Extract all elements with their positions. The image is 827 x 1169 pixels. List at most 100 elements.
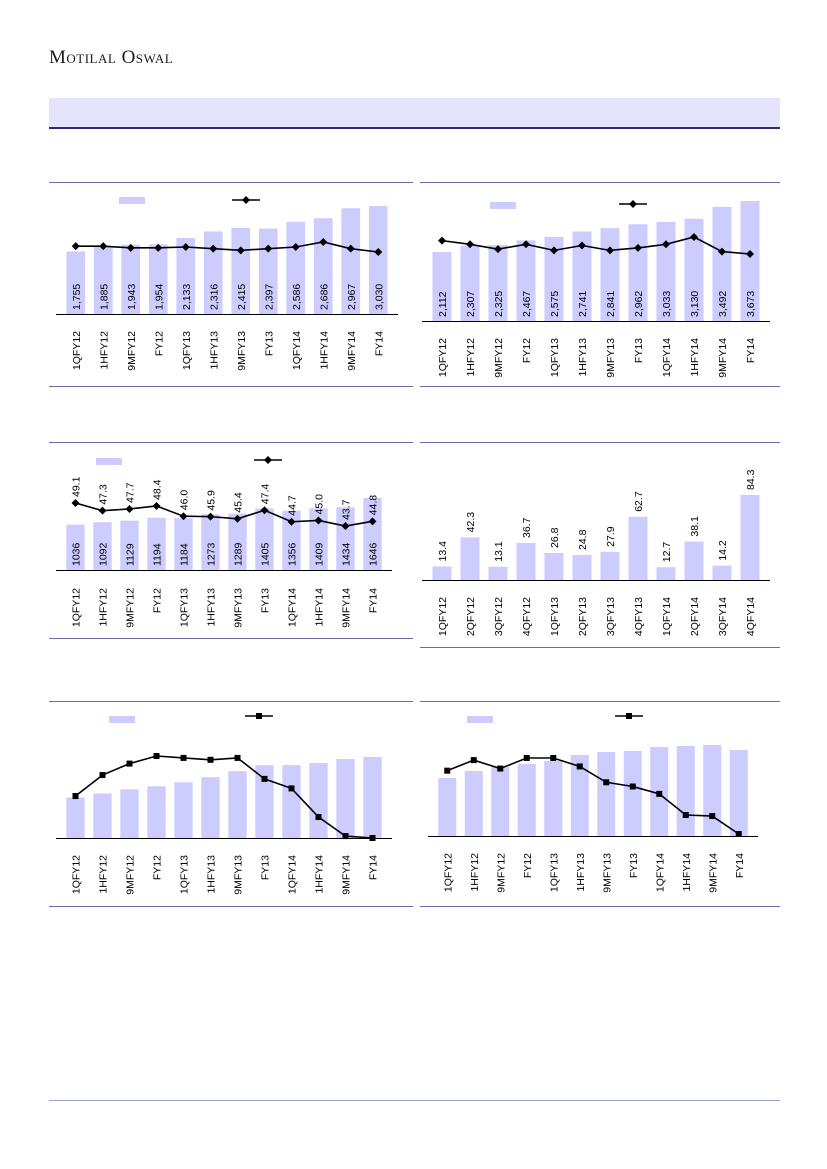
chart-1: 1,755 1QFY12 1,885 1HFY12 1,943 9MFY12 1,954 FY… (49, 182, 413, 387)
line-point (746, 250, 754, 258)
category-label: 9MFY13 (601, 853, 613, 893)
line-point (709, 813, 716, 820)
bar-data-label: 1289 (233, 542, 245, 566)
line-point (154, 243, 163, 252)
bar (228, 771, 247, 838)
line-point (261, 775, 268, 782)
chart-svg: 1QFY12 1HFY12 9MFY12 FY12 1QFY13 1HFY13 9MFY13… (49, 701, 413, 907)
line-point (682, 812, 689, 818)
bar (623, 751, 642, 836)
category-label: 9MFY12 (125, 588, 137, 628)
bar (336, 507, 355, 570)
bar (600, 551, 620, 580)
bar (544, 236, 564, 321)
bar-data-label: 1092 (98, 542, 110, 566)
line-point (98, 506, 107, 515)
category-label: 9MFY13 (605, 338, 617, 378)
bar (712, 565, 732, 580)
bar (203, 231, 223, 314)
bar (516, 542, 536, 580)
chart-5: 1QFY12 1HFY12 9MFY12 FY12 1QFY13 1HFY13 9MFY13… (49, 701, 413, 907)
bar (517, 764, 536, 836)
category-label: FY12 (521, 338, 533, 363)
line-point (234, 754, 241, 761)
line-point (181, 243, 190, 251)
category-label: 1QFY13 (548, 853, 560, 892)
chart-svg: 2,112 1QFY12 2,307 1HFY12 2,325 9MFY12 2,467 FY… (420, 182, 780, 387)
bar (282, 765, 301, 838)
category-label: FY12 (152, 855, 164, 880)
bar-data-label: 1,885 (98, 284, 110, 310)
category-label: 1QFY12 (437, 597, 449, 636)
bar (363, 498, 382, 570)
category-label: 9MFY13 (236, 331, 248, 371)
bar (570, 755, 589, 836)
bar-data-label: 1356 (287, 542, 299, 566)
bar-data-label: 1,755 (71, 284, 83, 310)
bar (120, 789, 139, 838)
category-label: 4QFY13 (633, 597, 645, 636)
chart-2: 2,112 1QFY12 2,307 1HFY12 2,325 9MFY12 2,467 FY… (420, 182, 780, 387)
bar-data-label: 3,030 (373, 284, 385, 310)
chart-4: 13.4 1QFY12 42.3 2QFY12 13.1 3QFY12 36.7 4QFY12… (420, 442, 780, 648)
category-label: FY12 (152, 588, 164, 613)
bar (544, 761, 563, 836)
line-point (634, 243, 642, 252)
line-point (656, 790, 663, 797)
bar-data-label: 84.3 (745, 469, 757, 490)
bar (740, 495, 760, 580)
bar (464, 771, 483, 836)
bar-data-label: 2,415 (236, 284, 248, 310)
bar (363, 757, 382, 838)
bar (309, 763, 328, 838)
footer-rule (49, 1100, 780, 1101)
legend-line-marker (629, 200, 637, 208)
bar (684, 541, 704, 580)
category-label: 9MFY12 (125, 855, 137, 895)
line-point (152, 501, 161, 510)
category-label: FY13 (263, 331, 275, 356)
category-label: 1QFY12 (442, 853, 454, 892)
bar (258, 228, 278, 314)
category-label: 1QFY12 (437, 338, 449, 377)
bar (255, 508, 274, 570)
category-label: 9MFY14 (341, 588, 353, 628)
bar (255, 765, 274, 838)
bar-data-label: 2,741 (577, 291, 589, 317)
category-label: 1QFY14 (654, 853, 666, 892)
bar-data-label: 2,962 (633, 291, 645, 317)
category-label: FY14 (368, 588, 380, 613)
bar (174, 518, 193, 570)
bar-data-label: 13.1 (493, 541, 505, 562)
line-point (287, 517, 296, 526)
category-label: 1QFY12 (71, 331, 83, 370)
bar-data-label: 1409 (314, 542, 326, 566)
line-point (207, 756, 214, 763)
line-point (690, 233, 698, 241)
line-point (179, 512, 188, 521)
category-label: FY13 (260, 588, 272, 613)
legend-line-marker (626, 713, 632, 719)
category-label: 1HFY14 (681, 853, 693, 892)
line-point (288, 785, 295, 792)
bar (491, 767, 510, 836)
bar-data-label: 1,954 (153, 284, 165, 310)
bar-data-label: 2,586 (291, 284, 303, 310)
brand-logo: Motilal Oswal (49, 47, 174, 68)
category-label: 1HFY13 (208, 331, 220, 370)
line-data-label: 48.4 (152, 479, 164, 500)
category-label: 1HFY12 (98, 588, 110, 627)
category-label: 1QFY14 (291, 331, 303, 370)
bar-data-label: 36.7 (521, 517, 533, 538)
line-point (233, 514, 242, 523)
bar-data-label: 1184 (179, 543, 191, 566)
category-label: FY12 (522, 853, 534, 878)
line-point (319, 238, 328, 246)
bar-data-label: 14.2 (717, 540, 729, 561)
bar-data-label: 3,033 (661, 291, 673, 317)
bar (66, 524, 85, 570)
bar-data-label: 1273 (206, 542, 218, 566)
section-banner (49, 98, 780, 129)
line-point (494, 245, 502, 254)
legend-bar-swatch (467, 716, 493, 723)
